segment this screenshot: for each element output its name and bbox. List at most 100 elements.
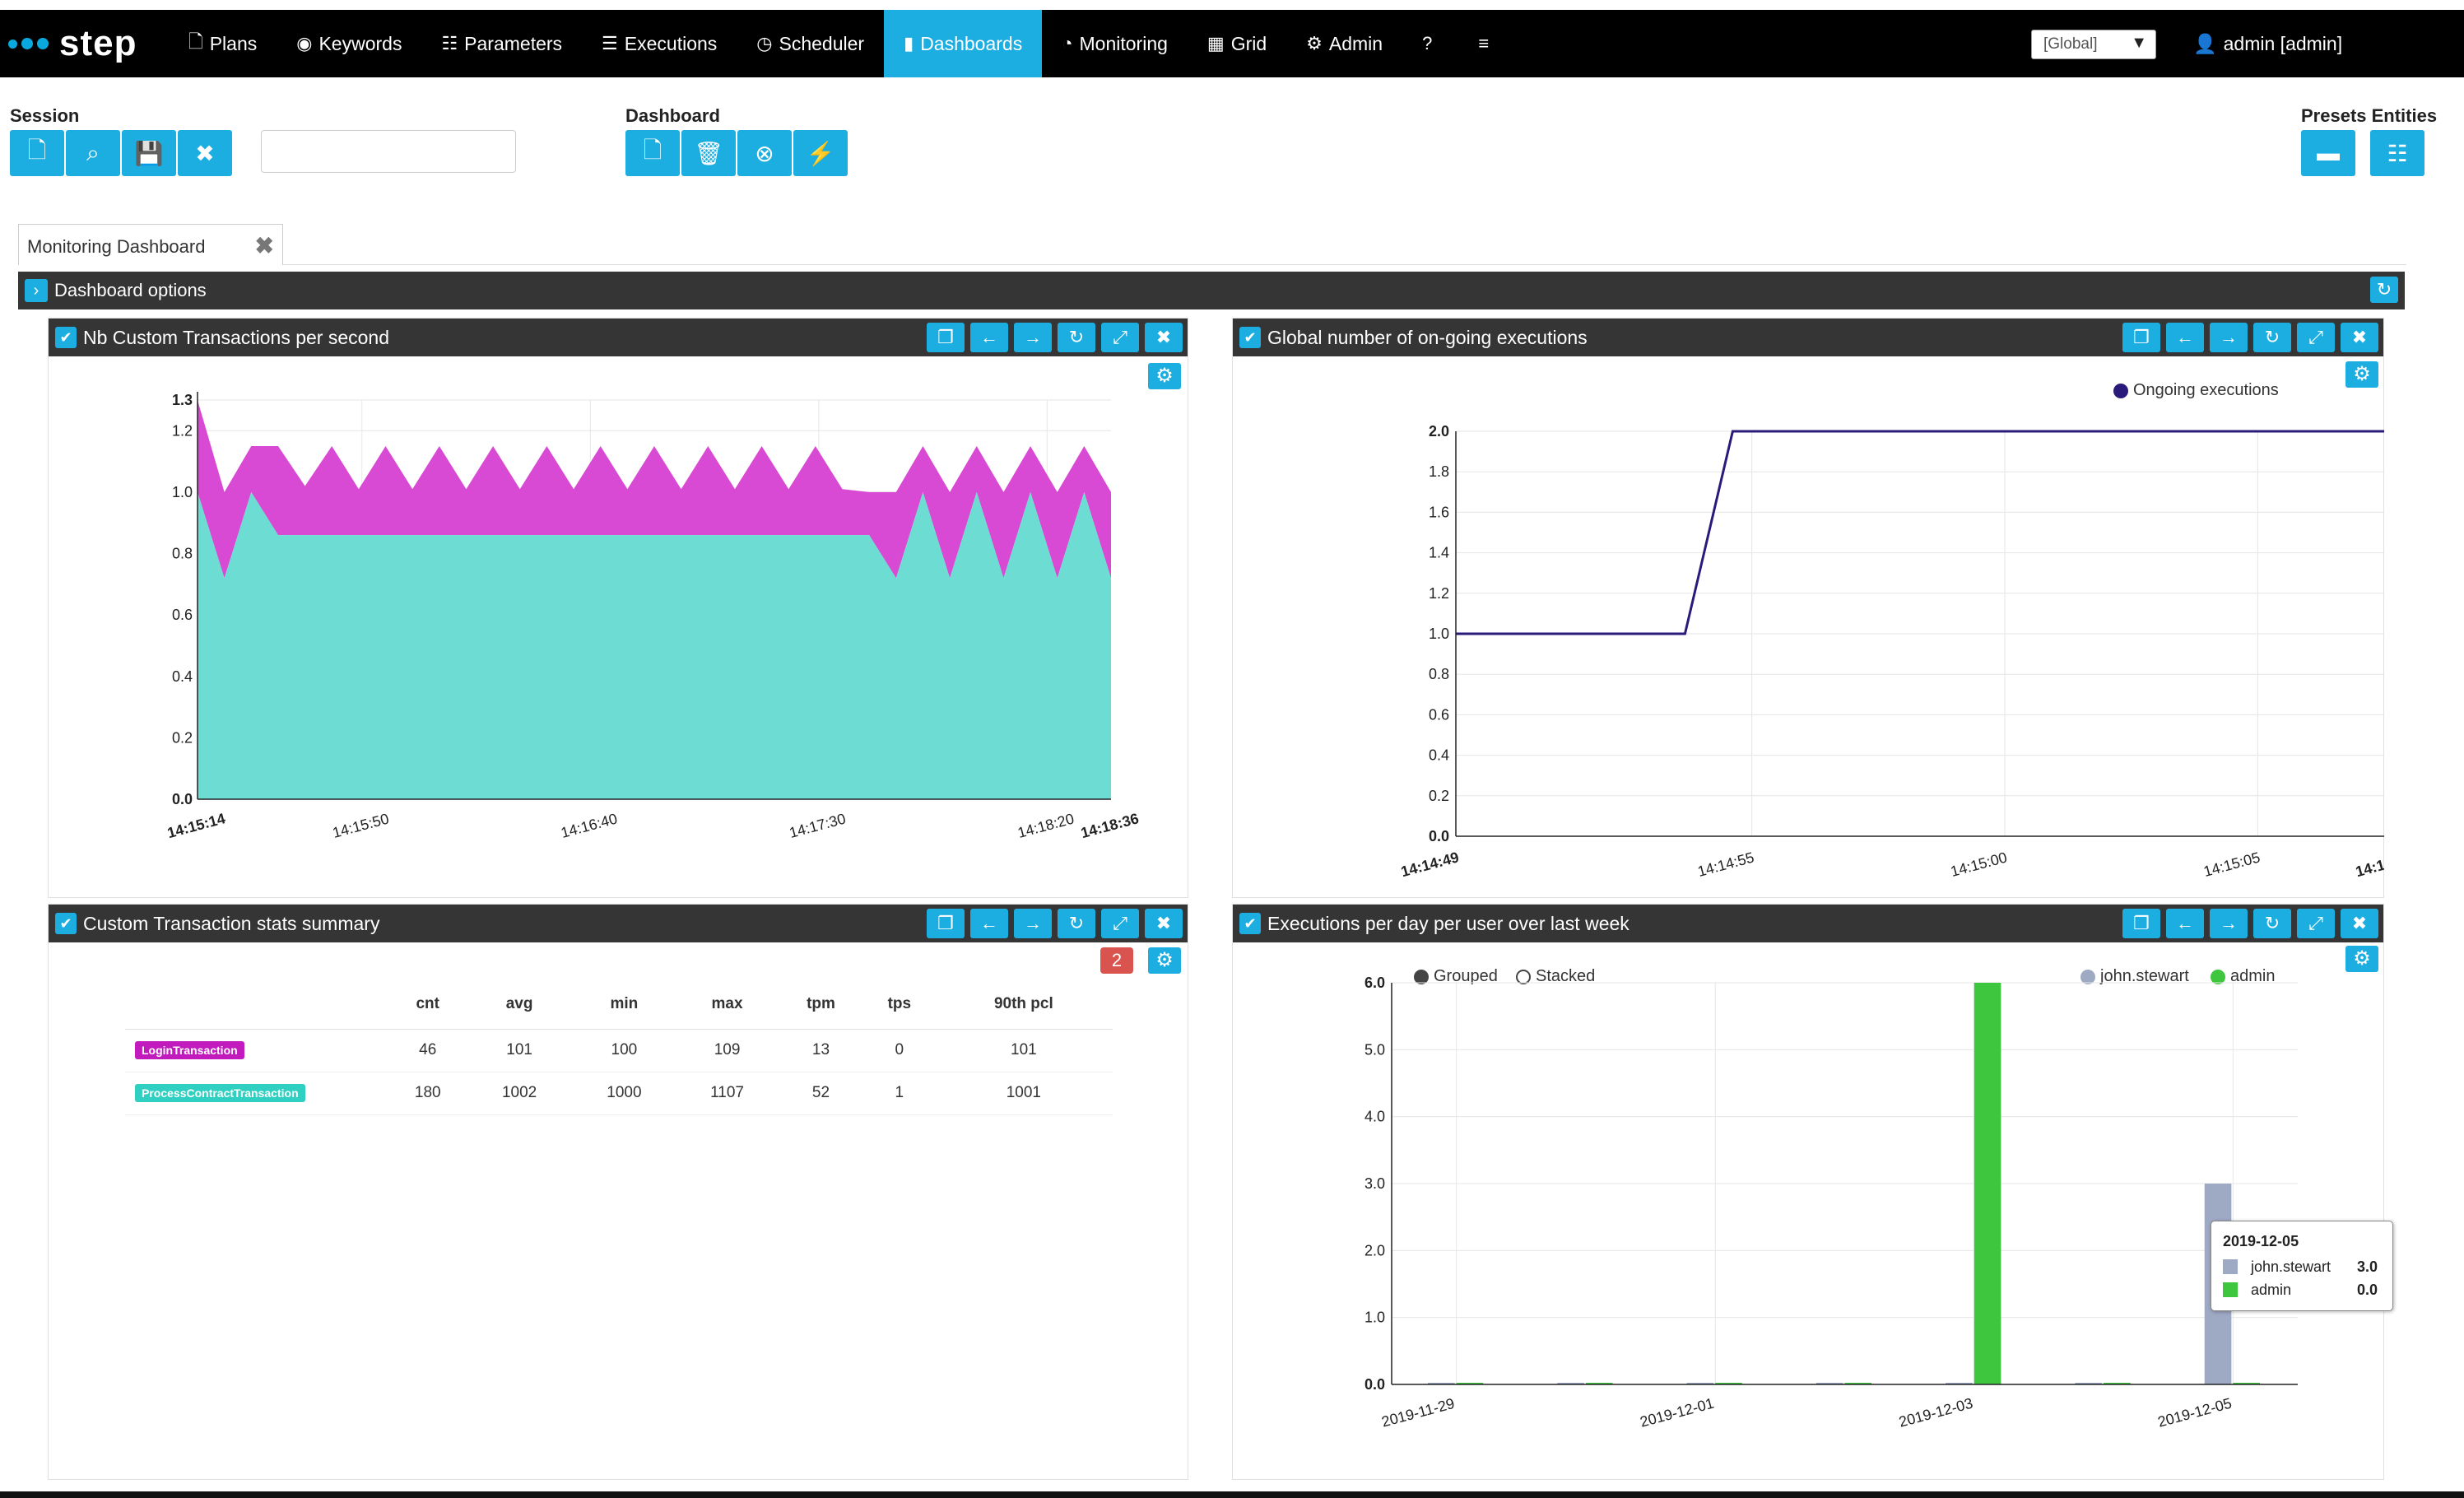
column-header[interactable]: min [571, 979, 677, 1030]
search-session-button[interactable]: ⌕ [66, 130, 120, 176]
collapse-icon[interactable]: ✔ [1239, 327, 1261, 348]
duplicate-button[interactable]: ❐ [927, 323, 965, 352]
y-tick-label: 5.0 [1364, 1041, 1385, 1058]
transaction-tag[interactable]: LoginTransaction [135, 1041, 244, 1059]
nav-grid[interactable]: ▦ Grid [1188, 10, 1286, 77]
column-header-name [125, 979, 388, 1030]
arrow-left-icon: ← [2176, 913, 2194, 933]
move-left-button[interactable]: ← [2166, 909, 2204, 938]
tooltip-value: 3.0 [2356, 1258, 2378, 1275]
tooltip-row: john.stewart 3.0 [2223, 1258, 2384, 1276]
nav-menu[interactable]: ≡ [1458, 10, 1515, 77]
table-cell: 101 [467, 1029, 572, 1072]
dashboard-label: Dashboard [625, 105, 720, 126]
close-button[interactable]: ✖ [1145, 909, 1183, 938]
delete-dashboard-button[interactable]: 🗑 [681, 130, 736, 176]
collapse-icon[interactable]: ✔ [55, 913, 77, 934]
duplicate-button[interactable]: ❐ [2122, 323, 2160, 352]
close-button[interactable]: ✖ [1145, 323, 1183, 352]
nav-monitoring[interactable]: ◔ Monitoring [1042, 10, 1188, 77]
mode-grouped-option[interactable]: Grouped [1414, 967, 1498, 986]
close-session-button[interactable]: ✖ [178, 130, 232, 176]
new-session-button[interactable]: 🗋 [10, 130, 64, 176]
nav-executions[interactable]: ☰ Executions [582, 10, 737, 77]
settings-icon[interactable]: ⚙ [2345, 946, 2378, 972]
folder-icon: ▬ [2317, 140, 2340, 165]
legend-swatch [2080, 969, 2095, 984]
chevron-down-icon: ▼ [2131, 34, 2147, 52]
x-tick-label: 14:18:20 [1016, 810, 1076, 840]
move-left-button[interactable]: ← [970, 323, 1008, 352]
arrow-right-icon: → [2220, 913, 2238, 933]
column-header[interactable]: cnt [388, 979, 467, 1030]
nav-keywords[interactable]: ◉ Keywords [277, 10, 421, 77]
move-right-button[interactable]: → [1014, 323, 1052, 352]
duplicate-button[interactable]: ❐ [2122, 909, 2160, 938]
settings-icon[interactable]: ⚙ [1148, 363, 1181, 389]
legend-admin[interactable]: admin [2211, 967, 2275, 986]
legend-john-stewart[interactable]: john.stewart [2080, 967, 2189, 986]
column-header[interactable]: avg [467, 979, 572, 1030]
new-dashboard-button[interactable]: 🗋 [625, 130, 680, 176]
tenant-select[interactable]: [Global] ▼ [2031, 30, 2156, 59]
bar [1585, 1383, 1613, 1384]
close-button[interactable]: ✖ [2341, 909, 2378, 938]
close-button[interactable]: ✖ [2341, 323, 2378, 352]
move-right-button[interactable]: → [2210, 909, 2248, 938]
nav-label: Executions [624, 32, 718, 54]
column-header[interactable]: 90th pcl [934, 979, 1113, 1030]
step-logo[interactable]: step [8, 23, 137, 64]
nav-scheduler[interactable]: ◷ Scheduler [737, 10, 884, 77]
refresh-button[interactable]: ↻ [2253, 323, 2291, 352]
session-buttons: 🗋 ⌕ 💾 ✖ [10, 130, 232, 176]
expand-button[interactable]: ⤢ [2297, 323, 2335, 352]
move-left-button[interactable]: ← [2166, 323, 2204, 352]
entities-button[interactable]: ☷ [2370, 130, 2424, 176]
close-tab-icon[interactable]: ✖ [254, 233, 274, 258]
y-tick-label: 1.8 [1429, 463, 1449, 480]
expand-button[interactable]: ⤢ [2297, 909, 2335, 938]
column-header[interactable]: tps [863, 979, 935, 1030]
user-menu[interactable]: 👤 admin [admin] [2193, 10, 2342, 77]
remove-dashboard-button[interactable]: ⊗ [737, 130, 792, 176]
duplicate-button[interactable]: ❐ [927, 909, 965, 938]
run-dashboard-button[interactable]: ⚡ [793, 130, 848, 176]
legend-label: Ongoing executions [2133, 381, 2279, 399]
expand-button[interactable]: ⤢ [1101, 323, 1139, 352]
y-tick-label: 2.0 [1429, 423, 1449, 440]
collapse-icon[interactable]: ✔ [55, 327, 77, 348]
move-right-button[interactable]: → [2210, 323, 2248, 352]
nav-admin[interactable]: ⚙ Admin [1286, 10, 1402, 77]
nav-help[interactable]: ? [1402, 10, 1458, 77]
refresh-button[interactable]: ↻ [1058, 909, 1095, 938]
panel-buttons: ❐ ← → ↻ ⤢ ✖ [2122, 323, 2378, 352]
refresh-button[interactable]: ↻ [1058, 323, 1095, 352]
executions-bar-chart: 0.0 1.0 2.0 3.0 4.0 5.0 6.0 2019-11-29 2019-12-0… [1364, 975, 2298, 1431]
column-header[interactable]: max [676, 979, 779, 1030]
refresh-icon[interactable]: ↻ [2370, 277, 2398, 303]
move-right-button[interactable]: → [1014, 909, 1052, 938]
collapse-icon[interactable]: ✔ [1239, 913, 1261, 934]
presets-button[interactable]: ▬ [2301, 130, 2355, 176]
ongoing-line-chart: 0.0 0.2 0.4 0.6 0.8 1.0 1.2 1.4 1.6 1.8 2.0 14:14:4… [1399, 423, 2384, 880]
table-cell: 1001 [934, 1072, 1113, 1115]
tab-monitoring-dashboard[interactable]: Monitoring Dashboard ✖ [18, 224, 283, 265]
column-header[interactable]: tpm [778, 979, 864, 1030]
nav-plans[interactable]: 🗋 Plans [169, 10, 277, 77]
move-left-button[interactable]: ← [970, 909, 1008, 938]
expand-button[interactable]: ⤢ [1101, 909, 1139, 938]
settings-icon[interactable]: ⚙ [2345, 361, 2378, 388]
y-tick-label: 4.0 [1364, 1109, 1385, 1125]
nav-dashboards[interactable]: ▮ Dashboards [884, 10, 1043, 77]
nav-parameters[interactable]: ☷ Parameters [421, 10, 582, 77]
settings-icon[interactable]: ⚙ [1148, 947, 1181, 974]
save-session-button[interactable]: 💾 [122, 130, 176, 176]
dashboard-options-bar[interactable]: › Dashboard options ↻ [18, 272, 2405, 309]
tooltip-date: 2019-12-05 [2223, 1233, 2299, 1249]
refresh-button[interactable]: ↻ [2253, 909, 2291, 938]
tooltip-value: 0.0 [2356, 1281, 2378, 1298]
transaction-tag[interactable]: ProcessContractTransaction [135, 1084, 305, 1102]
session-name-input[interactable] [261, 130, 516, 173]
table-cell: 100 [571, 1029, 677, 1072]
legend-ongoing[interactable]: Ongoing executions [2113, 381, 2279, 400]
